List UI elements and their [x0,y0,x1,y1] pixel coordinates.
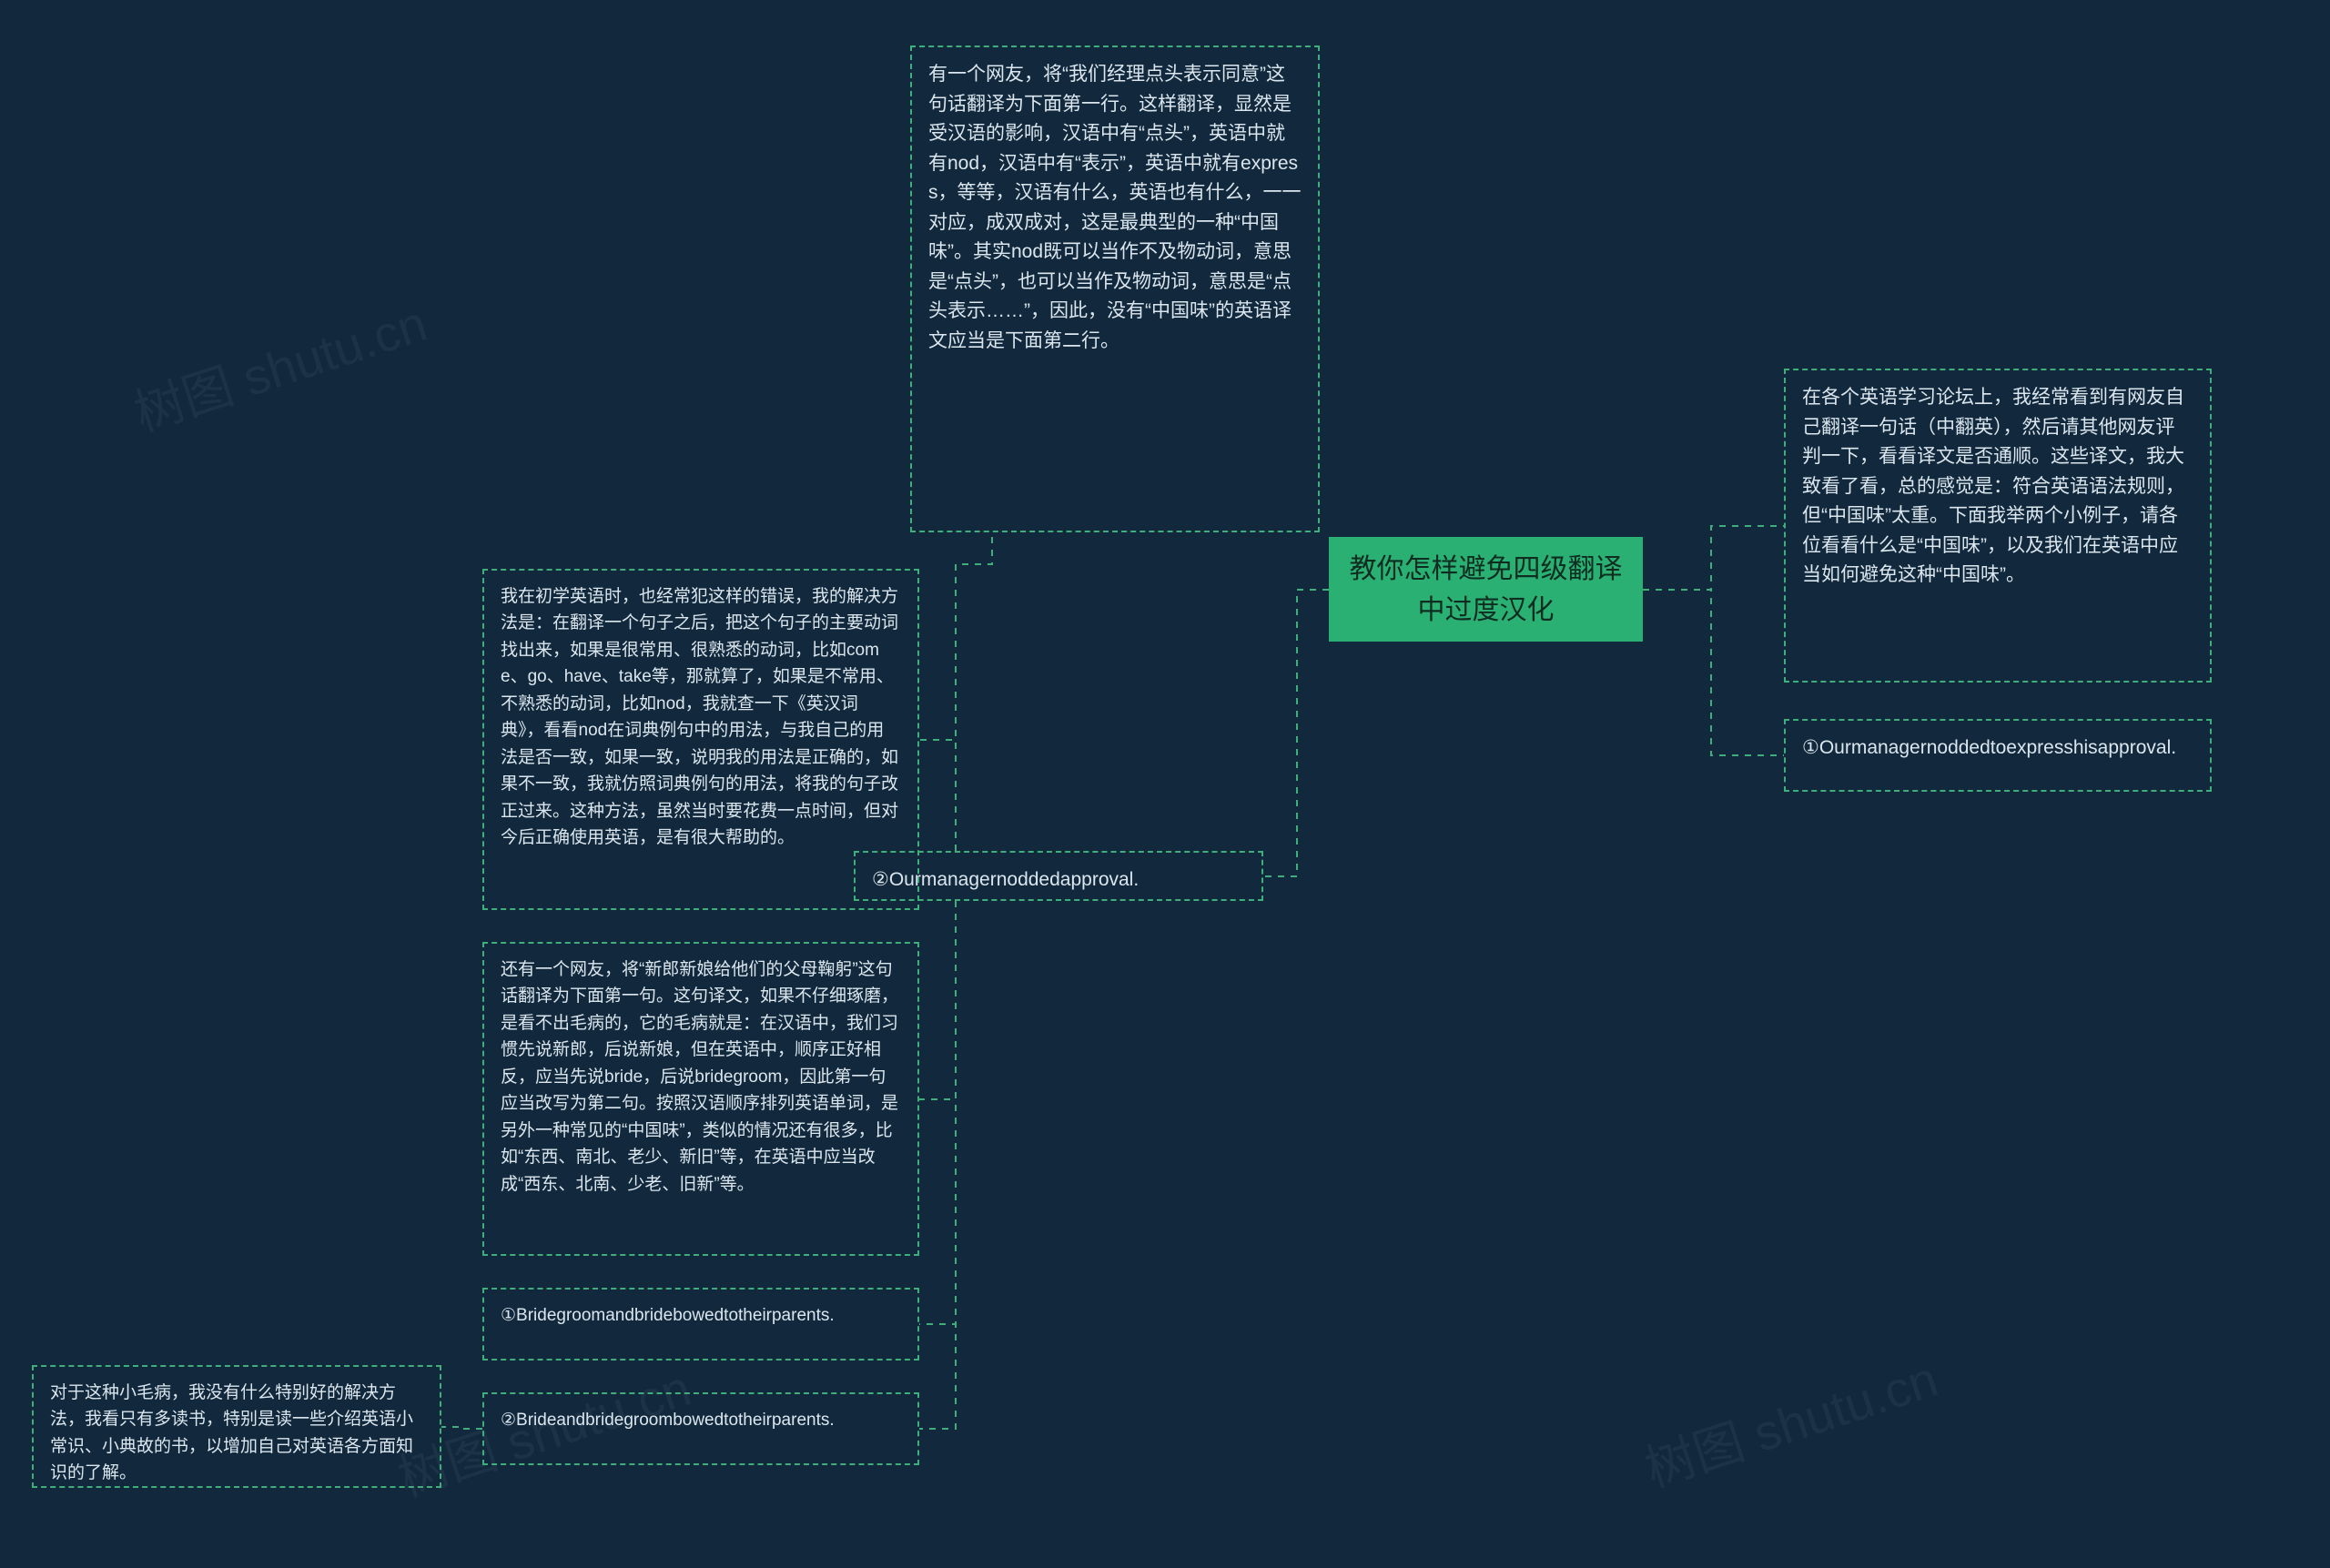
connector [1643,590,1784,755]
watermark: 树图 shutu.cn [124,282,435,445]
node-l1e[interactable]: ②Brideandbridegroombowedtotheirparents. [482,1392,919,1465]
connector [919,901,956,1429]
node-l1b[interactable]: 我在初学英语时，也经常犯这样的错误，我的解决方法是：在翻译一个句子之后，把这个句… [482,569,919,910]
mindmap-canvas: 树图 shutu.cn 树图 shutu.cn 树图 shutu.cn 教你怎样… [0,0,2330,1568]
root-node[interactable]: 教你怎样避免四级翻译中过度汉化 [1329,537,1643,642]
connector [1263,590,1329,876]
watermark: 树图 shutu.cn [1635,1338,1946,1501]
node-r2[interactable]: ①Ourmanagernoddedtoexpresshisapproval. [1784,719,2212,792]
connector [919,901,956,1324]
node-l1c[interactable]: 还有一个网友，将“新郎新娘给他们的父母鞠躬”这句话翻译为下面第一句。这句译文，如… [482,942,919,1256]
connector [919,740,956,851]
node-l1e1[interactable]: 对于这种小毛病，我没有什么特别好的解决方法，我看只有多读书，特别是读一些介绍英语… [32,1365,441,1488]
node-l1a[interactable]: 有一个网友，将“我们经理点头表示同意”这句话翻译为下面第一行。这样翻译，显然是受… [910,46,1320,532]
node-r1[interactable]: 在各个英语学习论坛上，我经常看到有网友自己翻译一句话（中翻英），然后请其他网友评… [1784,369,2212,683]
connector [441,1427,482,1429]
node-l1d[interactable]: ①Bridegroomandbridebowedtotheirparents. [482,1288,919,1361]
connector [1643,526,1784,590]
connector [956,532,992,851]
connector [919,901,956,1099]
